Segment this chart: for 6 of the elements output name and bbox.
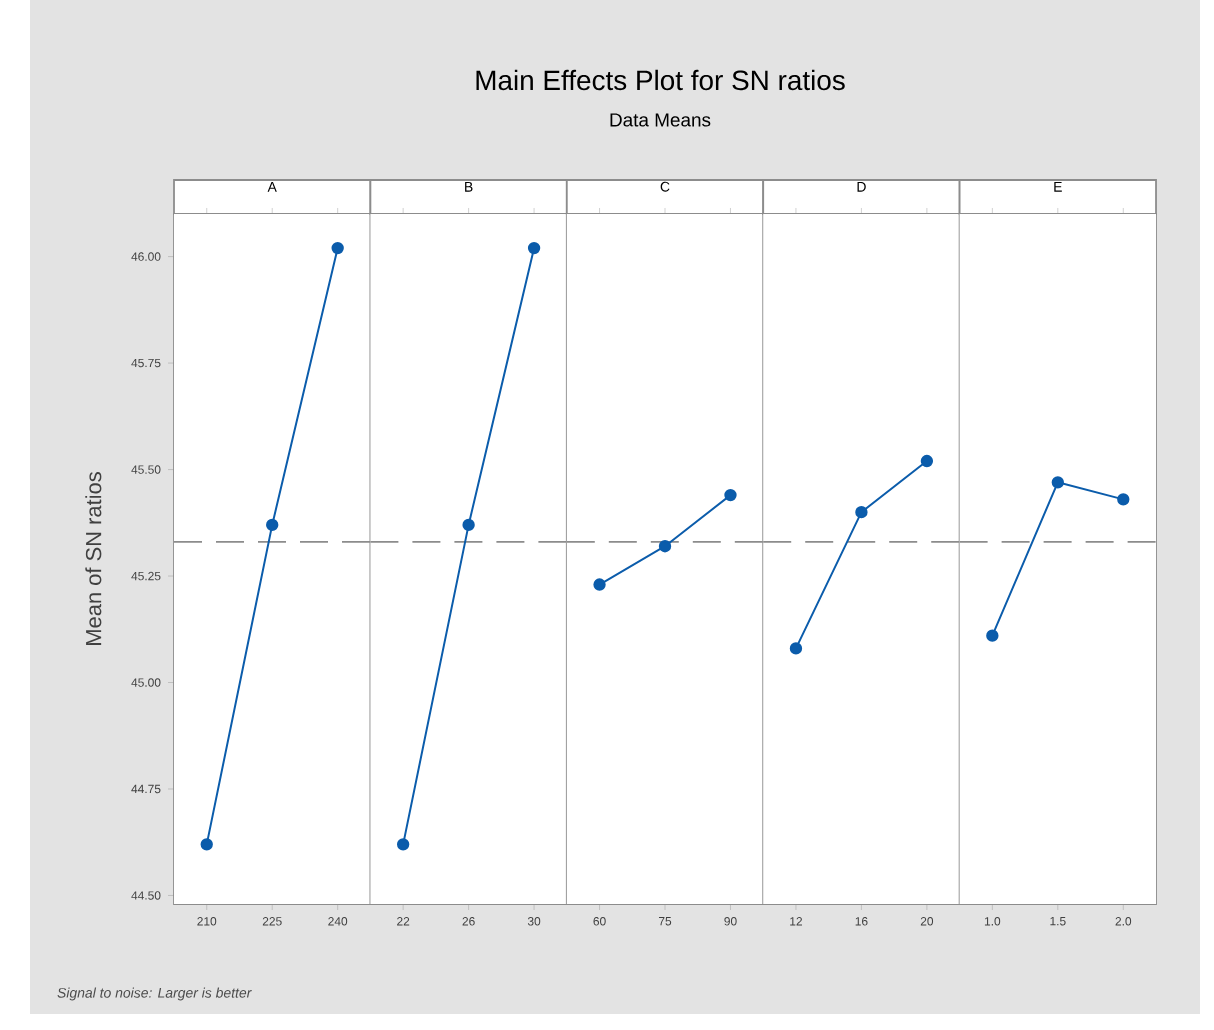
text: Main Effects Plot for SN ratios — [476, 69, 845, 91]
text: Data Means — [610, 113, 711, 127]
point — [331, 241, 344, 255]
y-axis-title: Mean of SN ratios — [85, 472, 102, 645]
point — [266, 518, 279, 532]
point — [200, 838, 213, 851]
